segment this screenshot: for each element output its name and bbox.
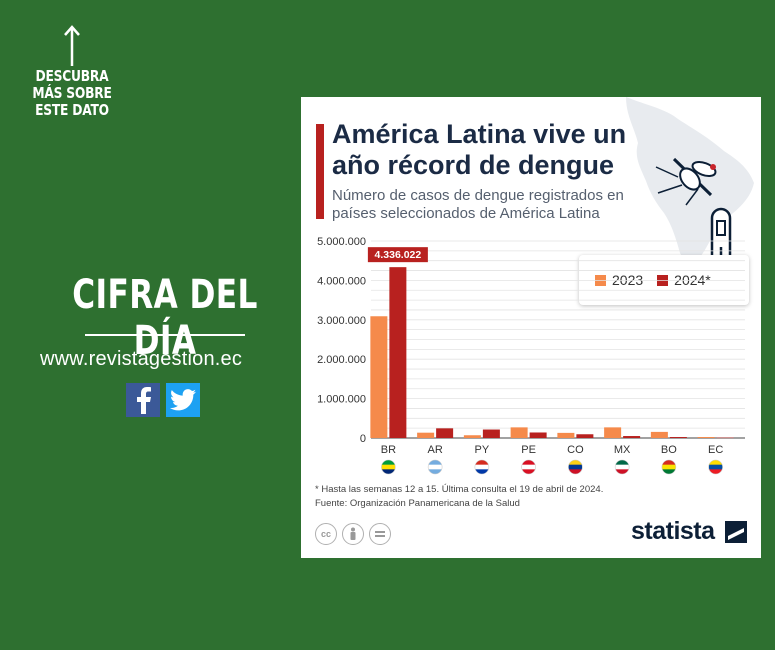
bar-AR-2023 (417, 432, 435, 438)
x-tick-label: CO (567, 444, 584, 456)
flag-PY-icon (474, 459, 490, 475)
flag-PE-stripe (521, 460, 536, 466)
flag-BR-stripe (381, 464, 396, 470)
flag-BR-icon (381, 459, 396, 475)
cc-icon[interactable]: cc (315, 523, 337, 545)
website-url[interactable]: www.revistagestion.ec (40, 348, 243, 370)
flag-BO-stripe (661, 460, 676, 466)
x-tick-label: AR (427, 444, 442, 456)
flag-CO-icon (568, 459, 583, 475)
flag-CO-stripe (568, 464, 583, 470)
bar-BO-2023 (650, 431, 668, 438)
nd-icon[interactable] (369, 523, 391, 545)
bar-BR-2023 (370, 316, 388, 438)
flag-MX-stripe (615, 460, 630, 466)
arrow-up-icon[interactable] (63, 24, 81, 68)
bar-CO-2024* (576, 434, 594, 438)
flag-EC-stripe (708, 464, 723, 470)
social-links (126, 383, 200, 417)
flag-PE-stripe (521, 464, 536, 470)
flag-PY-stripe (474, 460, 489, 466)
chart-title: América Latina vive un año récord de den… (332, 119, 627, 180)
flag-EC-stripe (708, 469, 723, 474)
x-tick-label: MX (614, 444, 631, 456)
y-tick-label: 3.000.000 (317, 315, 366, 327)
flag-PE-stripe (521, 469, 536, 474)
bar-BR-2024* (389, 267, 407, 438)
twitter-icon[interactable] (166, 383, 200, 417)
flag-AR-stripe (428, 469, 443, 474)
chart-subtitle: Número de casos de dengue registrados en… (332, 187, 624, 222)
y-tick-label: 2.000.000 (317, 354, 366, 366)
title-accent-bar (316, 124, 324, 219)
by-icon[interactable] (342, 523, 364, 545)
bar-chart: 0 1.000.000 2.000.000 3.000.000 4.000.000 5.0… (317, 236, 745, 475)
flag-PE-icon (521, 459, 536, 475)
flag-CO-stripe (568, 460, 583, 466)
highlight-label: 4.336.022 (375, 249, 422, 261)
bar-MX-2023 (604, 427, 622, 438)
bar-AR-2024* (436, 428, 454, 438)
bar-BO-2024* (669, 437, 687, 438)
bar-CO-2023 (557, 432, 575, 438)
flag-BR-stripe (381, 460, 396, 466)
license-icons: cc (315, 523, 391, 545)
flag-AR-icon (427, 459, 443, 475)
statista-logo-text[interactable]: statista (631, 517, 715, 545)
y-tick-label: 0 (360, 433, 366, 445)
x-tick-label: BO (661, 444, 677, 456)
bar-MX-2024* (623, 436, 641, 438)
bar-PE-2024* (529, 432, 547, 438)
bar-PY-2023 (463, 435, 481, 438)
flag-MX-stripe (615, 469, 630, 474)
footnote-note: * Hasta las semanas 12 a 15. Última cons… (315, 484, 604, 495)
flag-AR-stripe (428, 464, 443, 470)
x-tick-label: PE (521, 444, 536, 456)
y-tick-label: 1.000.000 (317, 394, 366, 406)
flag-AR-stripe (428, 460, 443, 466)
flag-MX-stripe (615, 464, 630, 470)
y-tick-label: 5.000.000 (317, 236, 366, 248)
bar-PY-2024* (482, 429, 500, 438)
statista-logo-icon[interactable] (725, 521, 747, 543)
more-info-link[interactable]: DESCUBRA MÁS SOBRE ESTE DATO (32, 67, 112, 119)
headline: CIFRA DEL DÍA (72, 272, 258, 364)
footnote: * Hasta las semanas 12 a 15. Última cons… (315, 483, 603, 511)
y-tick-label: 4.000.000 (317, 275, 366, 287)
flag-CO-stripe (568, 469, 583, 474)
infographic-card: América Latina vive un año récord de den… (301, 97, 761, 558)
x-tick-label: PY (475, 444, 490, 456)
flag-BO-icon (661, 459, 677, 475)
flag-MX-icon (614, 459, 630, 475)
flag-BO-stripe (661, 464, 676, 470)
bar-EC-2023 (697, 437, 715, 438)
bar-PE-2023 (510, 427, 528, 438)
left-panel: DESCUBRA MÁS SOBRE ESTE DATO CIFRA DEL D… (0, 0, 300, 650)
flag-EC-stripe (708, 460, 723, 466)
divider (85, 334, 245, 336)
flag-PY-stripe (474, 469, 489, 474)
flag-BR-stripe (381, 469, 396, 474)
highlight-label-bg (367, 247, 428, 263)
x-tick-label: EC (708, 444, 723, 456)
bar-EC-2024* (716, 437, 734, 439)
flag-BO-stripe (661, 469, 676, 474)
flag-EC-icon (708, 459, 723, 475)
flag-PY-stripe (474, 464, 489, 470)
facebook-icon[interactable] (126, 383, 160, 417)
x-tick-label: BR (381, 444, 396, 456)
footnote-source: Fuente: Organización Panamericana de la … (315, 498, 520, 509)
